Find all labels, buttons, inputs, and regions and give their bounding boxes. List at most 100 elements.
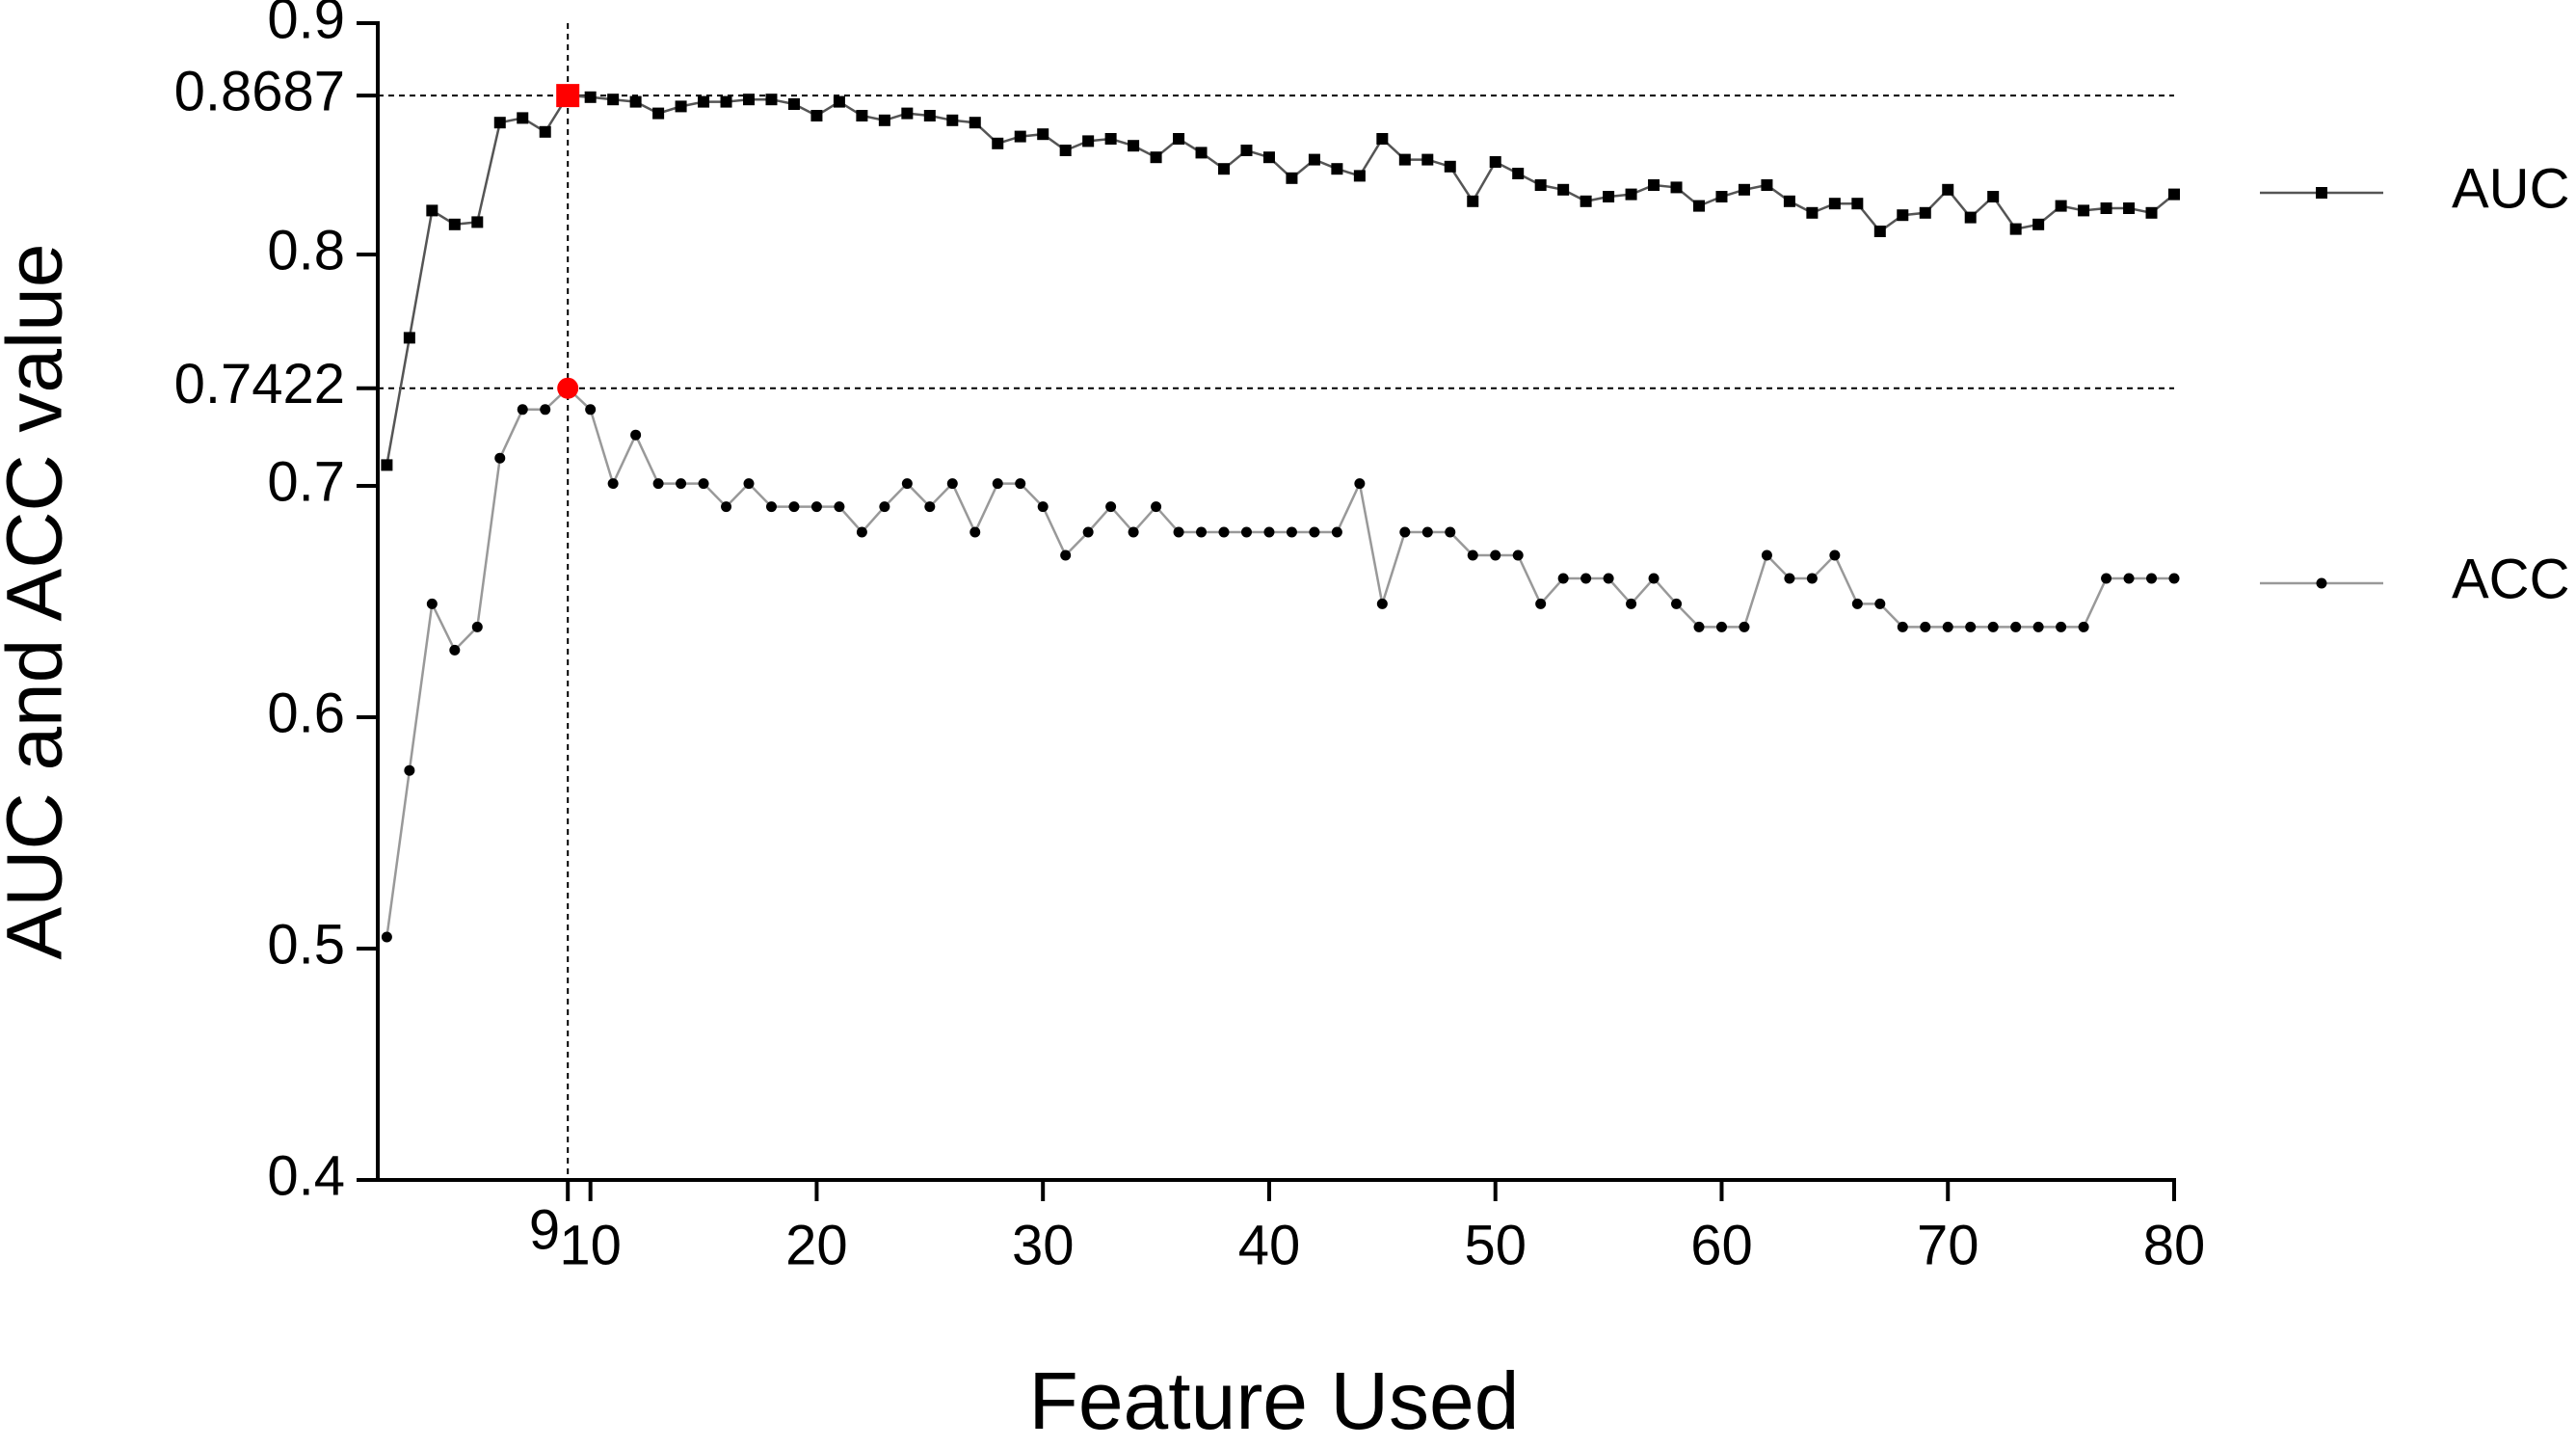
data-point: [765, 501, 777, 513]
data-point: [1987, 191, 2000, 202]
data-point: [698, 95, 710, 108]
data-point: [449, 644, 461, 656]
data-point: [923, 110, 936, 121]
data-point: [833, 95, 845, 108]
series-line: [385, 94, 2175, 466]
data-point: [676, 478, 687, 490]
data-point: [1715, 621, 1727, 632]
data-point: [2078, 621, 2089, 632]
data-point: [1037, 128, 1049, 141]
data-point: [834, 501, 845, 513]
x-tick-label: 80: [2143, 1214, 2206, 1276]
data-point: [629, 95, 642, 108]
data-point: [924, 501, 936, 513]
data-point: [381, 931, 392, 943]
y-tick-label: 0.7422: [174, 353, 345, 415]
data-point: [1082, 526, 1094, 538]
data-point: [1648, 573, 1660, 584]
data-point: [2032, 621, 2044, 632]
data-point: [2055, 200, 2067, 212]
data-point: [810, 110, 823, 121]
data-point: [1173, 133, 1185, 145]
x-tick-label: 9: [529, 1198, 560, 1261]
data-point: [2010, 621, 2022, 632]
x-tick-label: 50: [1464, 1214, 1527, 1276]
data-point: [1557, 573, 1569, 584]
data-point: [1308, 153, 1320, 166]
data-point: [1557, 183, 1570, 196]
data-point: [1218, 526, 1230, 538]
data-point: [1851, 598, 1863, 609]
data-point: [607, 478, 619, 490]
data-point: [1761, 179, 1773, 191]
data-point: [1806, 206, 1819, 219]
data-point: [2056, 621, 2067, 632]
data-point: [1467, 195, 1479, 207]
data-point: [2078, 204, 2090, 217]
data-point: [1104, 133, 1117, 145]
data-point: [539, 125, 551, 138]
data-point: [1806, 573, 1818, 584]
x-axis-title: Feature Used: [1029, 1355, 1520, 1446]
data-point: [2168, 573, 2180, 584]
data-point: [1196, 526, 1208, 538]
data-point: [1376, 598, 1388, 609]
data-point: [1490, 549, 1501, 561]
data-point: [493, 117, 506, 129]
x-tick-label: 30: [1012, 1214, 1075, 1276]
data-point: [1670, 181, 1683, 194]
data-point: [1286, 172, 1298, 184]
data-point: [426, 598, 438, 609]
data-point: [1445, 526, 1456, 538]
data-point: [1421, 153, 1434, 166]
data-point: [1309, 526, 1320, 538]
data-point: [969, 526, 981, 538]
x-tick-label: 70: [1917, 1214, 1979, 1276]
data-point: [1693, 621, 1705, 632]
data-point: [1151, 501, 1162, 513]
data-point: [878, 114, 890, 126]
data-point: [1964, 211, 1977, 224]
data-point: [1874, 598, 1886, 609]
data-point: [517, 404, 528, 415]
data-point: [381, 459, 393, 471]
data-point: [1082, 135, 1095, 147]
y-tick-label: 0.4: [267, 1144, 345, 1207]
y-tick-label: 0.8687: [174, 60, 345, 122]
data-point: [652, 478, 664, 490]
data-point: [1828, 198, 1841, 210]
data-point: [1263, 526, 1275, 538]
data-point: [1535, 598, 1547, 609]
data-point: [1195, 147, 1208, 159]
data-point: [788, 501, 800, 513]
data-point: [1240, 526, 1252, 538]
data-point: [1919, 206, 1931, 219]
data-point: [2123, 202, 2136, 214]
data-point: [901, 478, 913, 490]
data-point: [1603, 191, 1615, 202]
data-point: [1376, 133, 1389, 145]
data-point: [652, 107, 665, 120]
data-point: [2101, 573, 2112, 584]
data-point: [471, 216, 484, 228]
data-point: [630, 429, 642, 441]
data-point: [2009, 223, 2022, 235]
data-point: [1987, 621, 1999, 632]
y-tick-label: 0.8: [267, 219, 345, 281]
data-point: [585, 404, 597, 415]
data-point: [1286, 526, 1297, 538]
data-point: [1128, 526, 1139, 538]
data-point: [404, 764, 415, 776]
data-point: [1693, 200, 1706, 212]
series-line: [385, 387, 2174, 938]
data-point: [1897, 209, 1909, 222]
data-point: [810, 501, 822, 513]
data-point: [1648, 179, 1660, 191]
data-point: [1671, 598, 1683, 609]
data-point: [1897, 621, 1908, 632]
data-point: [1331, 526, 1342, 538]
data-point: [1625, 188, 1637, 201]
data-point: [1398, 153, 1411, 166]
highlight-point: [557, 377, 579, 399]
data-point: [879, 501, 890, 513]
